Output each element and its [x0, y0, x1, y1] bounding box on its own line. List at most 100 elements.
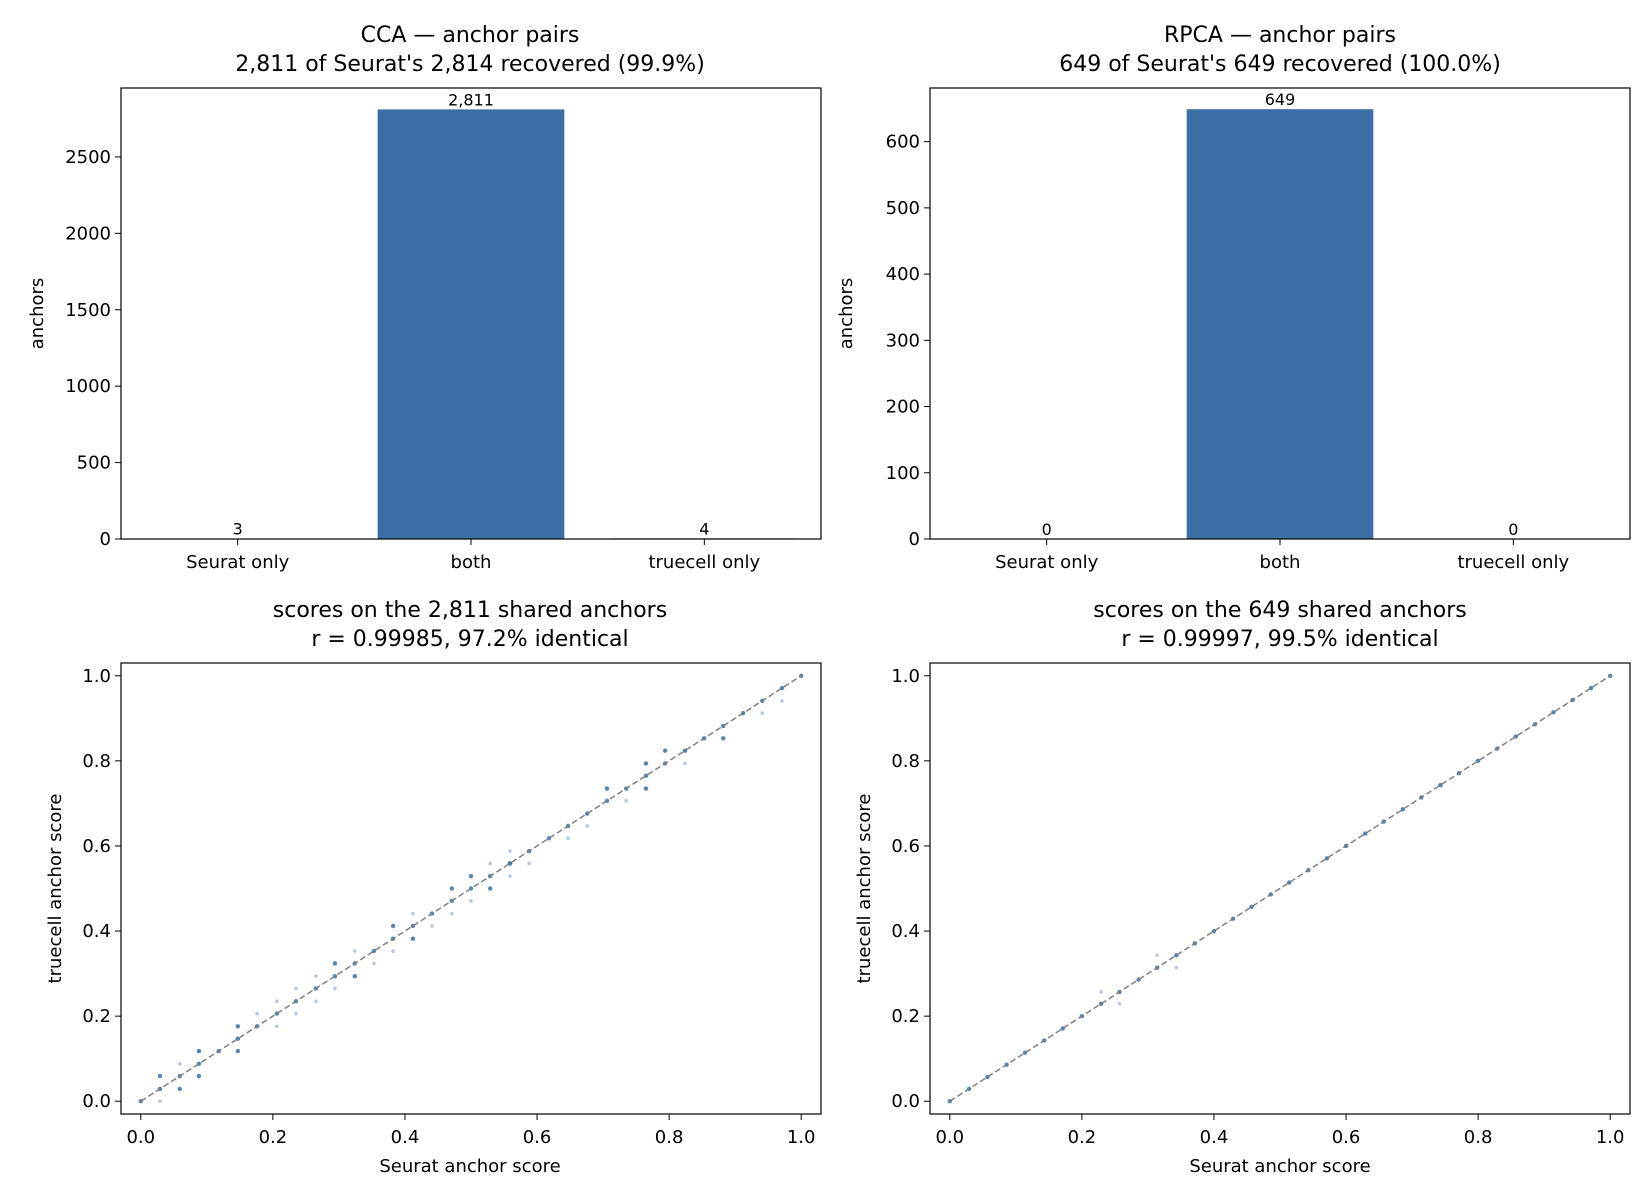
- scatter-point: [721, 736, 726, 741]
- scatter-point-faint: [294, 986, 298, 991]
- scatter-point-faint: [177, 1061, 182, 1066]
- chart-panel-1: CCA — anchor pairs 2,811 of Seurat's 2,81…: [27, 23, 822, 573]
- chart-subtitle: r = 0.99985, 97.2% identical: [311, 627, 628, 652]
- plot-frame: [929, 662, 1631, 1115]
- scatter-point-faint: [255, 1011, 259, 1016]
- scatter-point-faint: [780, 699, 784, 703]
- x-tick-label: Seurat only: [186, 552, 290, 573]
- chart-title: RPCA — anchor pairs: [1164, 23, 1396, 48]
- scatter-point-faint: [1155, 953, 1159, 958]
- bar-value-label: 4: [699, 519, 709, 538]
- scatter-point-faint: [488, 861, 492, 866]
- x-tick-label: 0.0: [126, 1127, 155, 1148]
- scatter-point-faint: [566, 836, 570, 841]
- y-tick-label: 0.2: [82, 1006, 111, 1027]
- y-tick-label: 600: [886, 132, 920, 153]
- scatter-point: [235, 1048, 241, 1054]
- y-tick-label: 0.4: [82, 921, 111, 942]
- scatter-point-faint: [1099, 990, 1103, 994]
- y-tick-label: 100: [886, 463, 920, 484]
- scatter-point-faint: [430, 924, 434, 928]
- y-tick-label: 1500: [65, 300, 111, 321]
- identity-line: [949, 675, 1611, 1102]
- scatter-point-faint: [508, 849, 512, 853]
- x-tick-label: 0.6: [523, 1127, 552, 1148]
- bar-value-label: 2,811: [448, 90, 494, 109]
- chart-panel-3: scores on the 2,811 shared anchors r = 0.…: [45, 598, 822, 1177]
- bar-value-label: 3: [233, 520, 243, 539]
- scatter-point-faint: [391, 949, 395, 953]
- plot-frame: [120, 87, 822, 540]
- scatter-point-faint: [585, 824, 590, 828]
- chart-title: scores on the 649 shared anchors: [1093, 598, 1466, 623]
- plot-frame: [120, 662, 822, 1115]
- x-axis-label: Seurat anchor score: [1189, 1156, 1370, 1177]
- scatter-point-faint: [450, 911, 454, 916]
- scatter-point-faint: [275, 999, 279, 1004]
- y-tick-label: 500: [77, 453, 111, 474]
- y-tick-label: 0.0: [891, 1091, 920, 1112]
- y-tick-label: 400: [886, 264, 920, 285]
- chart-subtitle: r = 0.99997, 99.5% identical: [1121, 627, 1438, 652]
- x-tick-label: truecell only: [648, 552, 760, 573]
- scatter-point-faint: [411, 911, 415, 916]
- scatter-point-faint: [314, 999, 318, 1004]
- scatter-point: [643, 761, 649, 766]
- chart-subtitle: 649 of Seurat's 649 recovered (100.0%): [1059, 52, 1501, 77]
- scatter-point-faint: [683, 761, 687, 766]
- x-tick-label: 0.0: [935, 1127, 964, 1148]
- y-tick-label: 200: [886, 397, 920, 418]
- scatter-point-faint: [158, 1099, 162, 1104]
- scatter-point-faint: [352, 949, 357, 953]
- y-axis-label: truecell anchor score: [45, 794, 66, 984]
- chart-panel-4: scores on the 649 shared anchors r = 0.99…: [854, 598, 1631, 1177]
- scatter-point-faint: [760, 711, 765, 716]
- y-tick-label: 500: [886, 198, 920, 219]
- scatter-point-faint: [1174, 965, 1179, 970]
- y-tick-label: 300: [886, 330, 920, 351]
- scatter-point: [604, 786, 610, 791]
- y-axis-label: anchors: [27, 278, 48, 350]
- scatter-point-faint: [372, 961, 376, 966]
- y-tick-label: 1.0: [82, 666, 111, 687]
- chart-panel-2: RPCA — anchor pairs 649 of Seurat's 649 r…: [836, 23, 1631, 573]
- y-tick-label: 0.2: [891, 1006, 920, 1027]
- y-tick-label: 0.8: [891, 751, 920, 772]
- scatter-point: [196, 1048, 202, 1054]
- scatter-point-faint: [508, 874, 512, 878]
- y-tick-label: 0.4: [891, 921, 920, 942]
- scatter-point: [468, 873, 474, 879]
- y-tick-label: 0.0: [82, 1091, 111, 1112]
- scatter-point: [487, 886, 493, 891]
- bar-both: [377, 109, 565, 540]
- x-tick-label: 0.8: [655, 1127, 684, 1148]
- scatter-point: [410, 936, 416, 941]
- bar-both: [1186, 109, 1374, 539]
- plot-frame: [929, 87, 1631, 540]
- scatter-point: [157, 1073, 163, 1079]
- scatter-point-faint: [314, 974, 318, 978]
- scatter-point-faint: [275, 1024, 279, 1029]
- x-tick-label: 0.4: [391, 1127, 420, 1148]
- scatter-point-faint: [1117, 1002, 1122, 1006]
- y-tick-label: 0.8: [82, 751, 111, 772]
- chart-title: CCA — anchor pairs: [361, 23, 580, 48]
- y-tick-label: 0: [100, 529, 111, 550]
- scatter-point-faint: [294, 1011, 298, 1016]
- x-axis-label: Seurat anchor score: [379, 1156, 560, 1177]
- scatter-point: [332, 961, 338, 966]
- y-tick-label: 2500: [65, 147, 111, 168]
- scatter-point: [235, 1024, 241, 1029]
- scatter-point: [177, 1086, 182, 1092]
- scatter-point: [449, 886, 455, 891]
- scatter-point: [352, 973, 357, 979]
- bar-value-label: 649: [1265, 90, 1296, 109]
- x-tick-label: Seurat only: [995, 552, 1099, 573]
- y-tick-label: 2000: [65, 223, 111, 244]
- y-tick-label: 0: [909, 529, 920, 550]
- y-axis-label: truecell anchor score: [854, 794, 875, 984]
- x-tick-label: 0.4: [1200, 1127, 1229, 1148]
- x-tick-label: 0.8: [1464, 1127, 1493, 1148]
- y-tick-label: 1000: [65, 376, 111, 397]
